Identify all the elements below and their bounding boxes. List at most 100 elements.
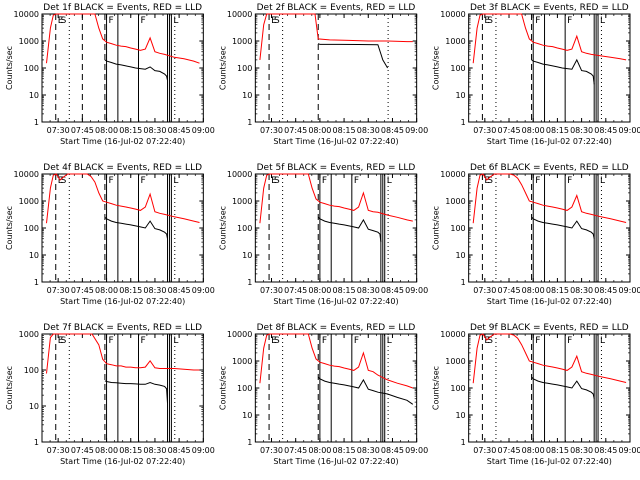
flag-label: E bbox=[58, 16, 64, 26]
x-tick-label: 08:00 bbox=[522, 126, 545, 135]
x-tick-label: 08:15 bbox=[333, 446, 356, 455]
flag-label: F bbox=[140, 176, 145, 186]
flag-label: E bbox=[271, 176, 277, 186]
x-tick-label: 08:30 bbox=[570, 286, 593, 295]
y-axis-label: Counts/sec bbox=[218, 206, 227, 250]
y-tick-label: 1 bbox=[247, 118, 252, 127]
chart-title: Det 3f BLACK = Events, RED = LLD bbox=[470, 3, 629, 13]
y-tick-label: 100 bbox=[450, 224, 465, 233]
series-line-events bbox=[531, 376, 595, 399]
y-tick-label: 10 bbox=[29, 251, 39, 260]
x-tick-label: 07:30 bbox=[473, 126, 496, 135]
plot-frame bbox=[41, 13, 204, 123]
y-tick-label: 100 bbox=[450, 384, 465, 393]
plot-frame bbox=[468, 13, 631, 123]
x-axis-label: Start Time (16-Jul-02 07:22:40) bbox=[273, 297, 398, 306]
plot-frame bbox=[468, 173, 631, 283]
y-axis-label: Counts/sec bbox=[432, 366, 441, 410]
flag-label: F bbox=[354, 336, 359, 346]
flag-label: F bbox=[354, 176, 359, 186]
x-tick-label: 07:45 bbox=[497, 126, 520, 135]
flag-label: E bbox=[484, 16, 490, 26]
x-axis-label: Start Time (16-Jul-02 07:22:40) bbox=[273, 137, 398, 146]
x-axis-label: Start Time (16-Jul-02 07:22:40) bbox=[273, 457, 398, 466]
x-tick-label: 08:30 bbox=[570, 126, 593, 135]
y-tick-label: 100 bbox=[237, 64, 252, 73]
series-line-lld bbox=[259, 173, 413, 224]
x-tick-label: 09:00 bbox=[192, 286, 215, 295]
series-line-lld bbox=[472, 333, 627, 384]
x-tick-label: 07:30 bbox=[260, 286, 283, 295]
chart-title: Det 9f BLACK = Events, RED = LLD bbox=[470, 323, 629, 333]
chart-panel-1: Det 1f BLACK = Events, RED = LLD 1 10 100 10… bbox=[5, 3, 215, 146]
series-line-events bbox=[104, 380, 168, 404]
series-line-events bbox=[317, 43, 389, 69]
x-tick-label: 08:00 bbox=[308, 126, 331, 135]
flag-label: S bbox=[487, 16, 493, 26]
y-tick-label: 10 bbox=[242, 251, 252, 260]
plot-frame bbox=[254, 333, 418, 443]
flag-label: F bbox=[535, 176, 540, 186]
flag-label: E bbox=[58, 176, 64, 186]
x-tick-label: 08:30 bbox=[357, 126, 380, 135]
series-line-lld bbox=[46, 173, 200, 224]
y-tick-label: 10000 bbox=[14, 170, 39, 179]
y-tick-label: 10000 bbox=[440, 10, 465, 19]
y-tick-label: 10 bbox=[455, 411, 465, 420]
x-tick-label: 08:45 bbox=[168, 126, 191, 135]
series-line-events bbox=[317, 216, 382, 243]
x-tick-label: 09:00 bbox=[405, 126, 428, 135]
y-tick-label: 1000 bbox=[445, 37, 465, 46]
chart-panel-8: Det 8f BLACK = Events, RED = LLD 1 10 100 10… bbox=[218, 323, 428, 466]
plot-frame bbox=[41, 333, 204, 443]
x-axis-label: Start Time (16-Jul-02 07:22:40) bbox=[60, 457, 185, 466]
y-axis-label: Counts/sec bbox=[5, 46, 14, 90]
flag-label: F bbox=[140, 16, 145, 26]
x-tick-label: 07:30 bbox=[260, 126, 283, 135]
series-line-lld bbox=[259, 13, 413, 60]
x-axis-label: Start Time (16-Jul-02 07:22:40) bbox=[487, 297, 612, 306]
plot-frame bbox=[254, 13, 418, 123]
y-axis-label: Counts/sec bbox=[432, 46, 441, 90]
flag-label: F bbox=[567, 336, 572, 346]
y-tick-label: 1000 bbox=[445, 197, 465, 206]
y-tick-label: 1 bbox=[34, 278, 39, 287]
x-tick-label: 09:00 bbox=[192, 446, 215, 455]
x-tick-label: 07:45 bbox=[71, 126, 94, 135]
chart-title: Det 4f BLACK = Events, RED = LLD bbox=[43, 163, 202, 173]
y-tick-label: 10000 bbox=[440, 330, 465, 339]
flag-label: E bbox=[484, 176, 490, 186]
x-tick-label: 08:45 bbox=[594, 126, 617, 135]
series-line-events bbox=[531, 58, 595, 85]
y-tick-label: 10000 bbox=[227, 10, 252, 19]
y-tick-label: 1 bbox=[34, 118, 39, 127]
x-tick-label: 08:45 bbox=[168, 286, 191, 295]
chart-panel-5: Det 5f BLACK = Events, RED = LLD 1 10 100 10… bbox=[218, 163, 428, 306]
x-tick-label: 07:30 bbox=[473, 286, 496, 295]
flag-label: F bbox=[535, 336, 540, 346]
x-tick-label: 08:15 bbox=[119, 126, 142, 135]
y-axis-label: Counts/sec bbox=[5, 206, 14, 250]
plot-frame bbox=[468, 333, 631, 443]
series-line-events bbox=[104, 59, 168, 81]
x-tick-label: 07:45 bbox=[71, 446, 94, 455]
flag-label: L bbox=[173, 336, 178, 346]
chart-panel-4: Det 4f BLACK = Events, RED = LLD 1 10 100 10… bbox=[5, 163, 215, 306]
y-tick-label: 1 bbox=[247, 438, 252, 447]
series-line-events bbox=[317, 376, 414, 405]
x-tick-label: 07:45 bbox=[497, 286, 520, 295]
flag-label: S bbox=[487, 176, 493, 186]
x-tick-label: 08:00 bbox=[95, 126, 118, 135]
y-tick-label: 1 bbox=[34, 438, 39, 447]
x-tick-label: 08:15 bbox=[546, 126, 569, 135]
flag-label: E bbox=[271, 16, 277, 26]
x-tick-label: 08:30 bbox=[143, 126, 166, 135]
chart-title: Det 8f BLACK = Events, RED = LLD bbox=[257, 323, 416, 333]
flag-label: L bbox=[387, 336, 392, 346]
x-tick-label: 08:45 bbox=[594, 446, 617, 455]
x-tick-label: 08:30 bbox=[143, 446, 166, 455]
series-line-lld bbox=[472, 173, 627, 224]
y-tick-label: 10 bbox=[242, 91, 252, 100]
y-axis-label: Counts/sec bbox=[218, 366, 227, 410]
